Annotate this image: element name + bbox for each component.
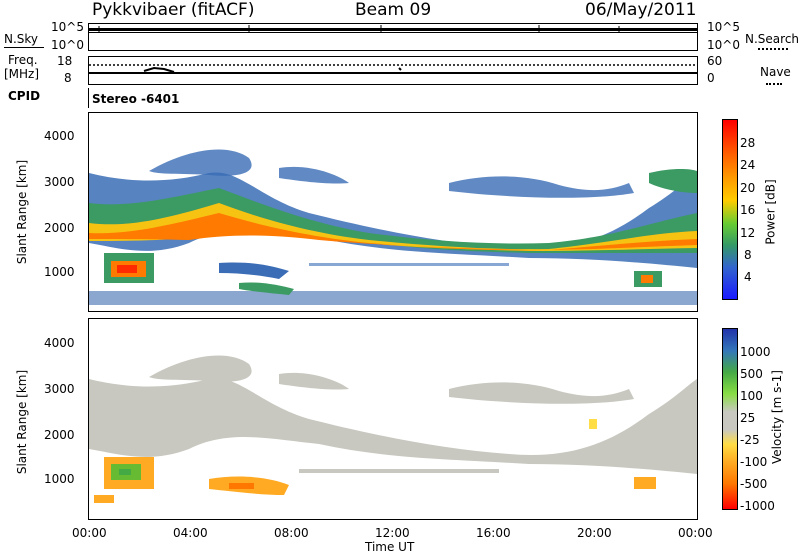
velocity-cbar-tick-500: 500 (740, 367, 763, 381)
power-ytick-4000: 4000 (44, 129, 75, 143)
power-cbar-tick-12: 12 (740, 226, 756, 240)
power-cbar-tick-16: 16 (740, 203, 756, 217)
cpid-panel (88, 88, 698, 108)
velocity-colorbar (722, 328, 738, 510)
nave-label: Nave (760, 65, 791, 79)
power-ytick-1000: 1000 (44, 265, 75, 279)
xtick-00: 00:00 (72, 526, 107, 540)
velocity-ytick-4000: 4000 (44, 336, 75, 350)
freq-label: Freq. (8, 53, 38, 67)
power-cbar-tick-24: 24 (740, 158, 756, 172)
freq-right-tick-bottom: 0 (707, 71, 715, 85)
power-colorbar (722, 119, 738, 300)
velocity-cbar-tick-minus500: -500 (740, 477, 768, 491)
velocity-cbar-tick-25: 25 (740, 411, 756, 425)
noise-left-tick-top: 10^5 (51, 20, 84, 34)
velocity-ytick-3000: 3000 (44, 382, 75, 396)
freq-left-tick-bottom: 8 (64, 71, 72, 85)
xtick-08: 08:00 (274, 526, 309, 540)
xtick-12: 12:00 (375, 526, 410, 540)
date-title: 06/May/2011 (585, 0, 697, 20)
cpid-label: CPID (8, 89, 41, 103)
xaxis-label: Time UT (365, 540, 415, 554)
freq-right-tick-top: 60 (707, 54, 723, 68)
velocity-colorbar-label: Velocity [m s-1] (769, 370, 784, 464)
velocity-heatmap (89, 355, 697, 503)
xtick-04: 04:00 (173, 526, 208, 540)
xtick-20: 20:00 (577, 526, 612, 540)
power-ytick-2000: 2000 (44, 221, 75, 235)
velocity-ytick-1000: 1000 (44, 472, 75, 486)
freq-left-tick-top: 18 (57, 54, 73, 68)
power-cbar-tick-20: 20 (740, 181, 756, 195)
nave-key (766, 83, 782, 85)
xtick-24: 00:00 (678, 526, 713, 540)
beam-title: Beam 09 (355, 0, 432, 20)
noise-trace (89, 25, 697, 33)
noise-search-label: N.Search (745, 32, 800, 46)
velocity-cbar-tick-1000: 1000 (740, 345, 771, 359)
noise-search-key (758, 48, 788, 50)
velocity-plot (88, 318, 698, 520)
freq-unit-label: [MHz] (4, 67, 40, 81)
velocity-cbar-tick-100: 100 (740, 389, 763, 403)
velocity-cbar-tick-minus1000: -1000 (740, 499, 775, 513)
noise-sky-label: N.Sky (4, 32, 39, 46)
power-cbar-tick-4: 4 (744, 270, 752, 284)
noise-left-tick-bottom: 10^0 (51, 38, 84, 52)
noise-panel (88, 23, 698, 51)
radar-title: Pykkvibaer (fitACF) (92, 0, 255, 20)
cpid-value: Stereo -6401 (92, 92, 180, 106)
freq-panel (88, 56, 698, 85)
power-cbar-tick-28: 28 (740, 136, 756, 150)
power-colorbar-label: Power [dB] (763, 179, 778, 245)
velocity-cbar-tick-minus100: -100 (740, 455, 768, 469)
power-cbar-tick-8: 8 (744, 248, 752, 262)
noise-sky-underline (4, 47, 44, 48)
freq-trace (89, 64, 697, 74)
velocity-cbar-tick-minus25: -25 (740, 433, 760, 447)
xtick-16: 16:00 (476, 526, 511, 540)
power-heatmap (89, 149, 697, 305)
noise-right-tick-top: 10^5 (707, 20, 740, 34)
power-ytick-3000: 3000 (44, 175, 75, 189)
velocity-ylabel: Slant Range [km] (15, 369, 30, 475)
power-ylabel: Slant Range [km] (15, 159, 30, 265)
noise-right-tick-bottom: 10^0 (707, 38, 740, 52)
velocity-ytick-2000: 2000 (44, 428, 75, 442)
power-plot (88, 112, 698, 312)
